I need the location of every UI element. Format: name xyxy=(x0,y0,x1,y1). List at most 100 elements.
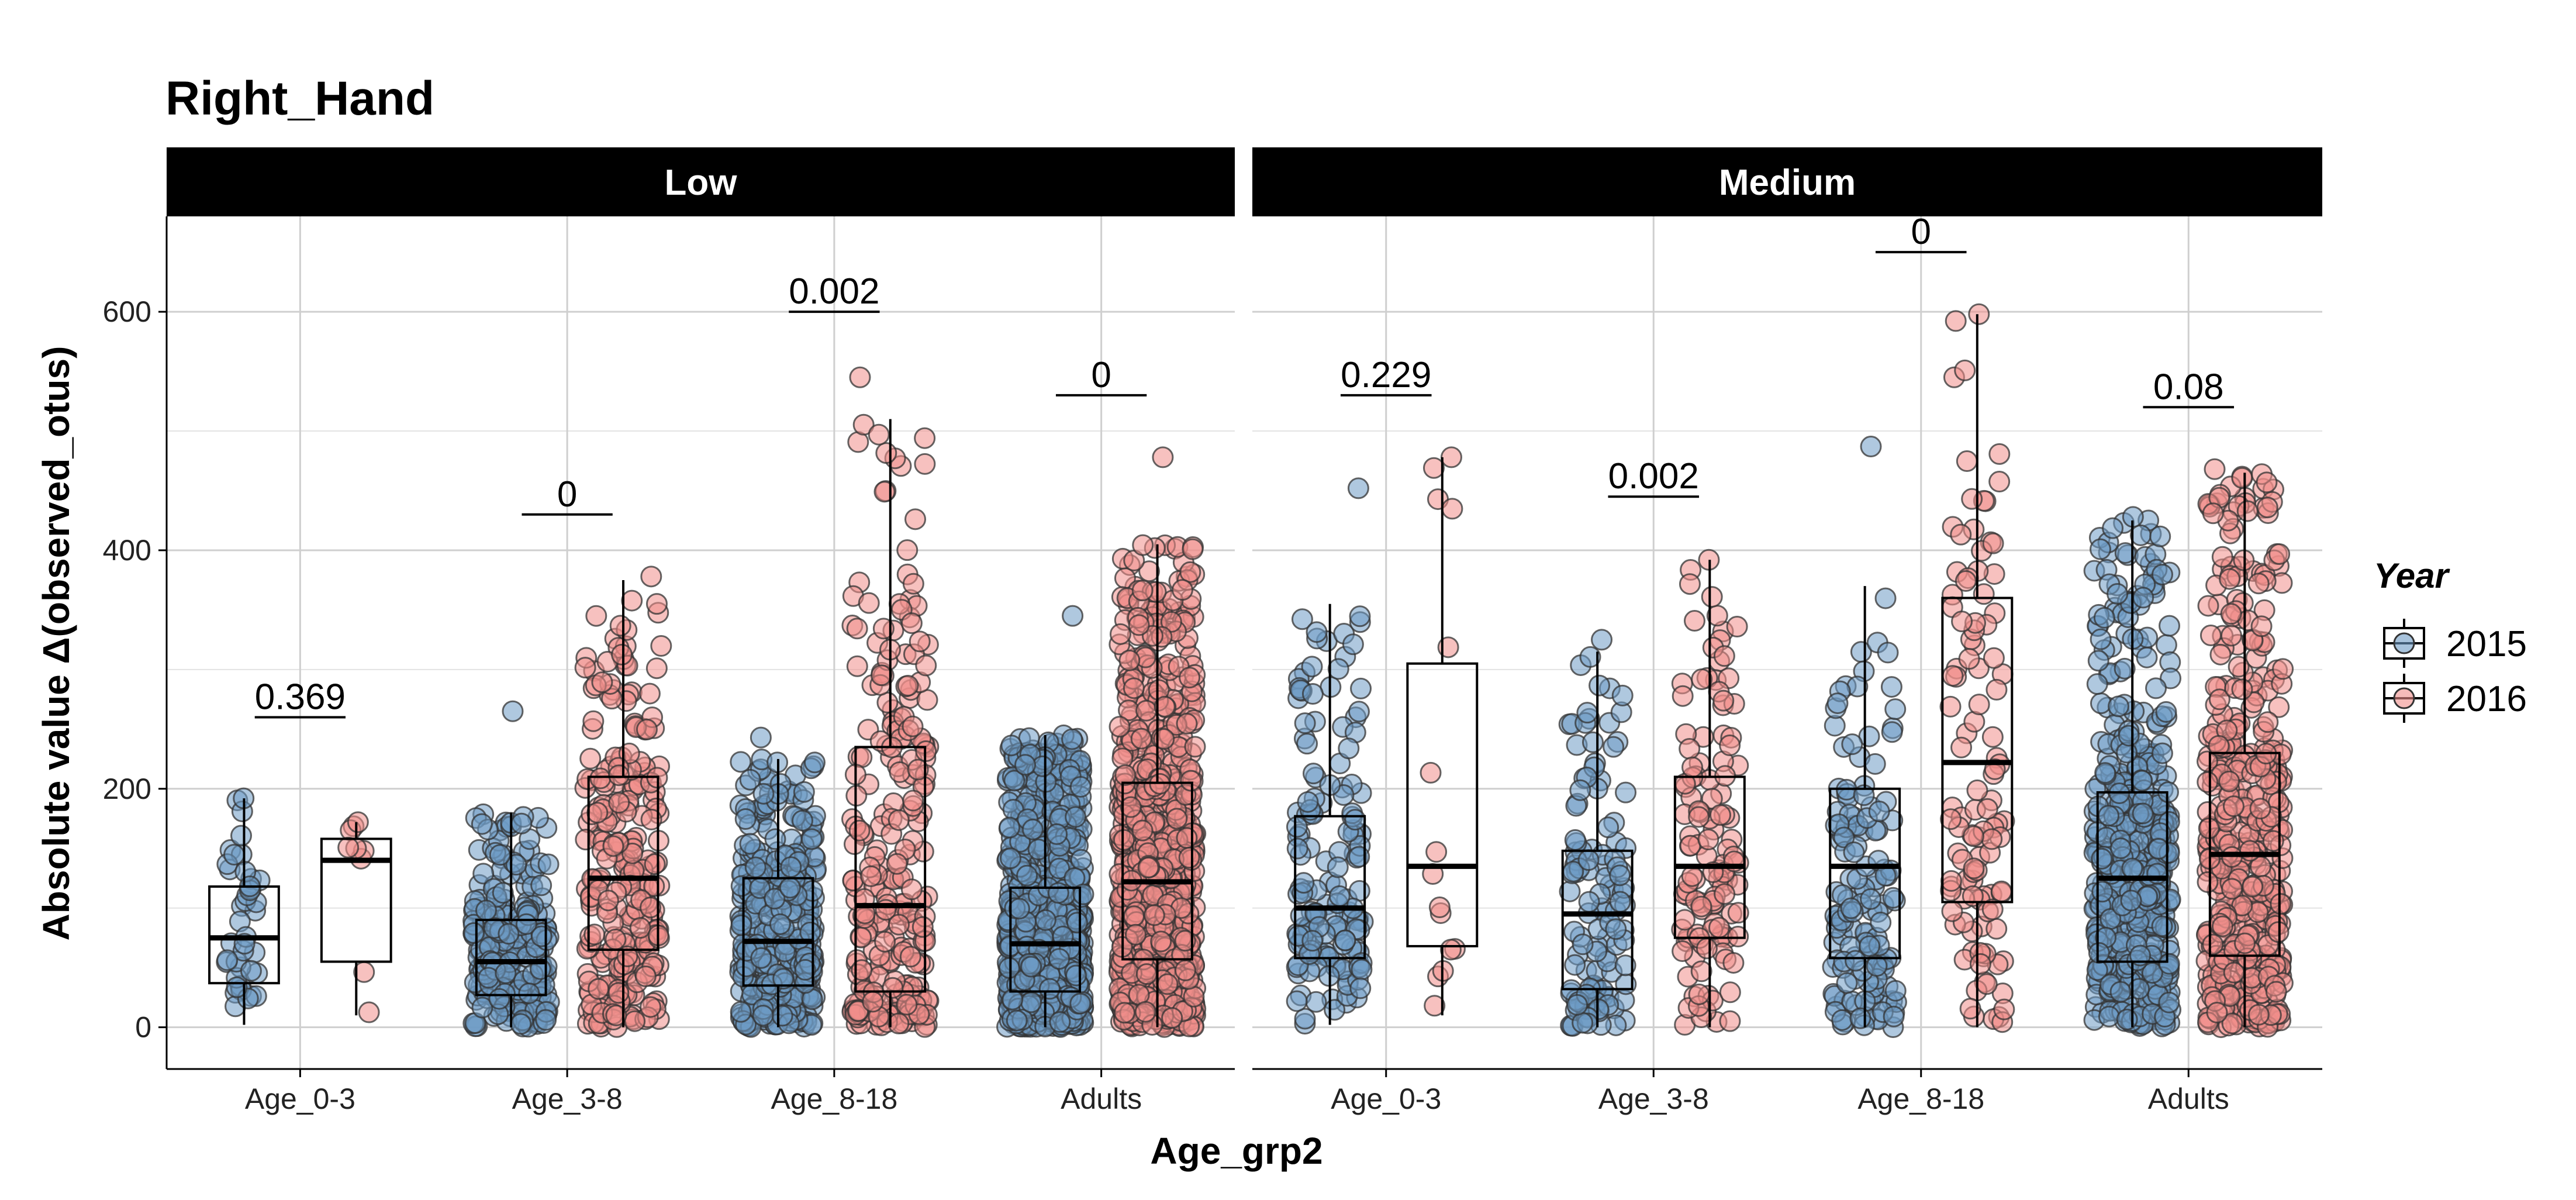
data-point xyxy=(1049,1011,1071,1033)
data-point xyxy=(2118,725,2140,747)
data-point xyxy=(764,888,786,910)
data-point xyxy=(2231,678,2253,701)
data-point xyxy=(886,853,908,875)
data-point xyxy=(1135,963,1158,985)
data-point xyxy=(874,930,896,953)
data-point xyxy=(2120,889,2142,912)
data-point xyxy=(1864,753,1886,775)
data-point xyxy=(2088,942,2110,964)
data-point xyxy=(730,751,752,773)
data-point xyxy=(2109,981,2132,1003)
data-point xyxy=(803,751,826,774)
data-point xyxy=(1961,488,1983,510)
p-value-label: 0.369 xyxy=(255,677,346,717)
data-point xyxy=(1683,610,1705,632)
data-point xyxy=(882,977,904,999)
data-point xyxy=(638,682,661,705)
data-point xyxy=(2221,878,2243,900)
data-point xyxy=(347,811,369,833)
data-point xyxy=(2108,695,2130,718)
data-point xyxy=(896,539,918,561)
data-point xyxy=(2155,701,2177,723)
data-point xyxy=(734,808,757,830)
data-point xyxy=(1118,649,1141,671)
data-point xyxy=(1722,951,1745,974)
data-point xyxy=(862,991,884,1013)
data-point xyxy=(1843,841,1865,863)
data-point xyxy=(1714,883,1736,905)
data-point xyxy=(1719,1010,1741,1032)
data-point xyxy=(1301,930,1324,952)
data-point xyxy=(1597,816,1620,839)
data-point xyxy=(1688,983,1710,1005)
data-point xyxy=(2256,496,2278,519)
data-point xyxy=(586,802,609,824)
data-point xyxy=(608,792,630,814)
data-point xyxy=(752,1005,774,1027)
data-point xyxy=(1679,737,1701,760)
data-point xyxy=(2265,981,2287,1003)
data-point xyxy=(888,913,910,936)
data-point xyxy=(492,882,514,904)
data-point xyxy=(860,865,882,887)
p-value-label: 0 xyxy=(557,474,577,515)
data-point xyxy=(471,813,493,835)
data-point xyxy=(1603,736,1625,758)
data-point xyxy=(1072,883,1094,905)
data-point xyxy=(1981,828,2003,850)
data-point xyxy=(1066,912,1088,934)
data-point xyxy=(582,710,605,732)
data-point xyxy=(240,960,262,982)
data-point xyxy=(772,968,795,990)
data-point xyxy=(2151,915,2173,937)
data-point xyxy=(1713,645,1735,667)
data-point xyxy=(2206,1002,2228,1024)
data-point xyxy=(1152,446,1174,468)
data-point xyxy=(1566,994,1589,1016)
data-point xyxy=(597,889,619,912)
y-axis-title: Absolute value Δ(observed_otus) xyxy=(35,346,77,941)
data-point xyxy=(1131,819,1154,842)
data-point xyxy=(1581,731,1604,753)
data-point xyxy=(1006,1009,1028,1032)
data-point xyxy=(1883,1005,1905,1027)
data-point xyxy=(1302,763,1324,785)
data-point xyxy=(1061,728,1083,750)
data-point xyxy=(1609,864,1631,887)
data-point xyxy=(873,481,896,503)
data-point xyxy=(1985,678,2008,701)
data-point xyxy=(1020,991,1042,1013)
data-point xyxy=(1065,964,1087,987)
data-point xyxy=(1027,839,1049,861)
data-point xyxy=(1069,776,1092,798)
data-point xyxy=(1179,561,1201,583)
data-point xyxy=(1976,973,1998,995)
y-tick-label: 200 xyxy=(103,773,151,805)
data-point xyxy=(1993,998,2015,1020)
data-point xyxy=(2221,625,2243,647)
data-point xyxy=(498,923,520,945)
p-value-label: 0 xyxy=(1091,355,1111,395)
data-point xyxy=(888,1012,910,1035)
data-point xyxy=(223,844,246,866)
x-axis-title: Age_grp2 xyxy=(1150,1130,1322,1172)
data-point xyxy=(1048,948,1071,970)
data-point xyxy=(1137,857,1159,879)
points-2015 xyxy=(216,787,271,1018)
data-point xyxy=(602,835,624,857)
data-point xyxy=(1182,538,1204,560)
data-point xyxy=(1439,939,1462,961)
data-point xyxy=(2197,871,2219,893)
data-point xyxy=(2147,838,2170,860)
data-point xyxy=(1564,954,1586,976)
p-value-label: 0 xyxy=(1911,212,1931,252)
data-point xyxy=(2242,875,2264,898)
data-point xyxy=(1350,677,1372,699)
data-point xyxy=(2218,770,2240,792)
legend-key-point xyxy=(2393,687,2415,709)
data-point xyxy=(2249,798,2271,820)
box-2016 xyxy=(320,837,392,963)
data-point xyxy=(1950,736,1973,758)
data-point xyxy=(1884,980,1907,1002)
